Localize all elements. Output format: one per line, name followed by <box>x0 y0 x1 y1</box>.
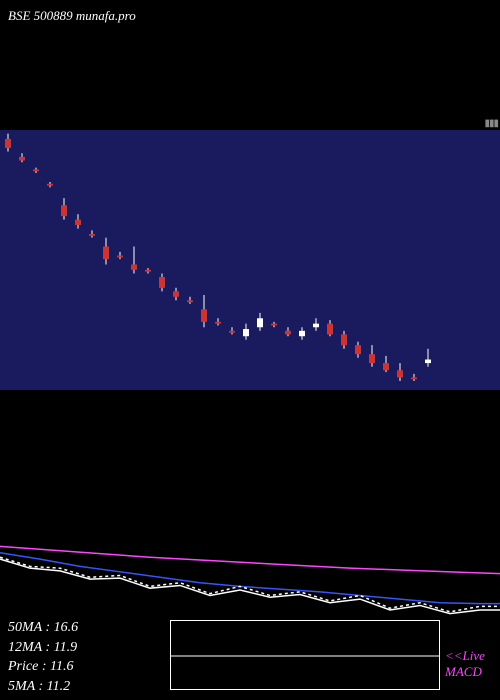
chart-title: BSE 500889 munafa.pro <box>8 8 136 24</box>
legend-box: 50MA : 16.612MA : 11.9Price : 11.65MA : … <box>8 618 78 696</box>
macd-label-live: <<Live <box>445 648 485 664</box>
macd-label: <<Live MACD <box>445 648 485 680</box>
legend-row: 50MA : 16.6 <box>8 618 78 638</box>
watermark: ▮▮▮ <box>484 118 498 129</box>
candlestick-panel <box>0 130 500 390</box>
macd-divider <box>171 621 439 689</box>
moving-average-panel <box>0 530 500 630</box>
macd-box <box>170 620 440 690</box>
legend-row: 5MA : 11.2 <box>8 677 78 697</box>
candlestick-chart <box>0 130 500 390</box>
legend-row: Price : 11.6 <box>8 657 78 677</box>
macd-label-macd: MACD <box>445 664 485 680</box>
moving-average-chart <box>0 530 500 630</box>
legend-row: 12MA : 11.9 <box>8 638 78 658</box>
